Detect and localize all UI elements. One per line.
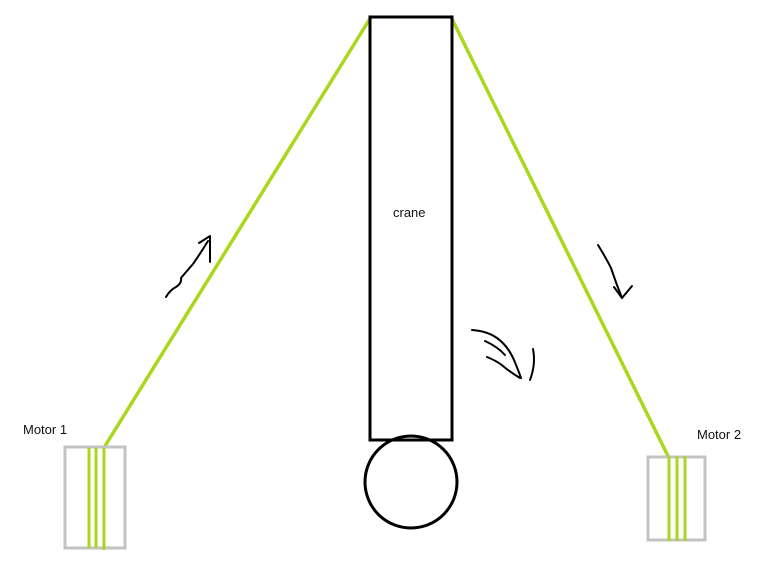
cable-left [103,15,373,448]
motor-1-label: Motor 1 [23,422,67,437]
arrow-up-right-icon [165,235,211,298]
crane-label: crane [393,205,426,220]
arrow-down-icon [597,244,633,299]
motor-1 [63,445,127,550]
cable-right [449,15,670,458]
motor-2-label: Motor 2 [697,427,741,442]
crane-base-wheel [363,434,459,530]
arrow-curve-down-right-icon [471,329,535,381]
motor-2 [646,455,707,542]
crane-boom [368,15,454,442]
